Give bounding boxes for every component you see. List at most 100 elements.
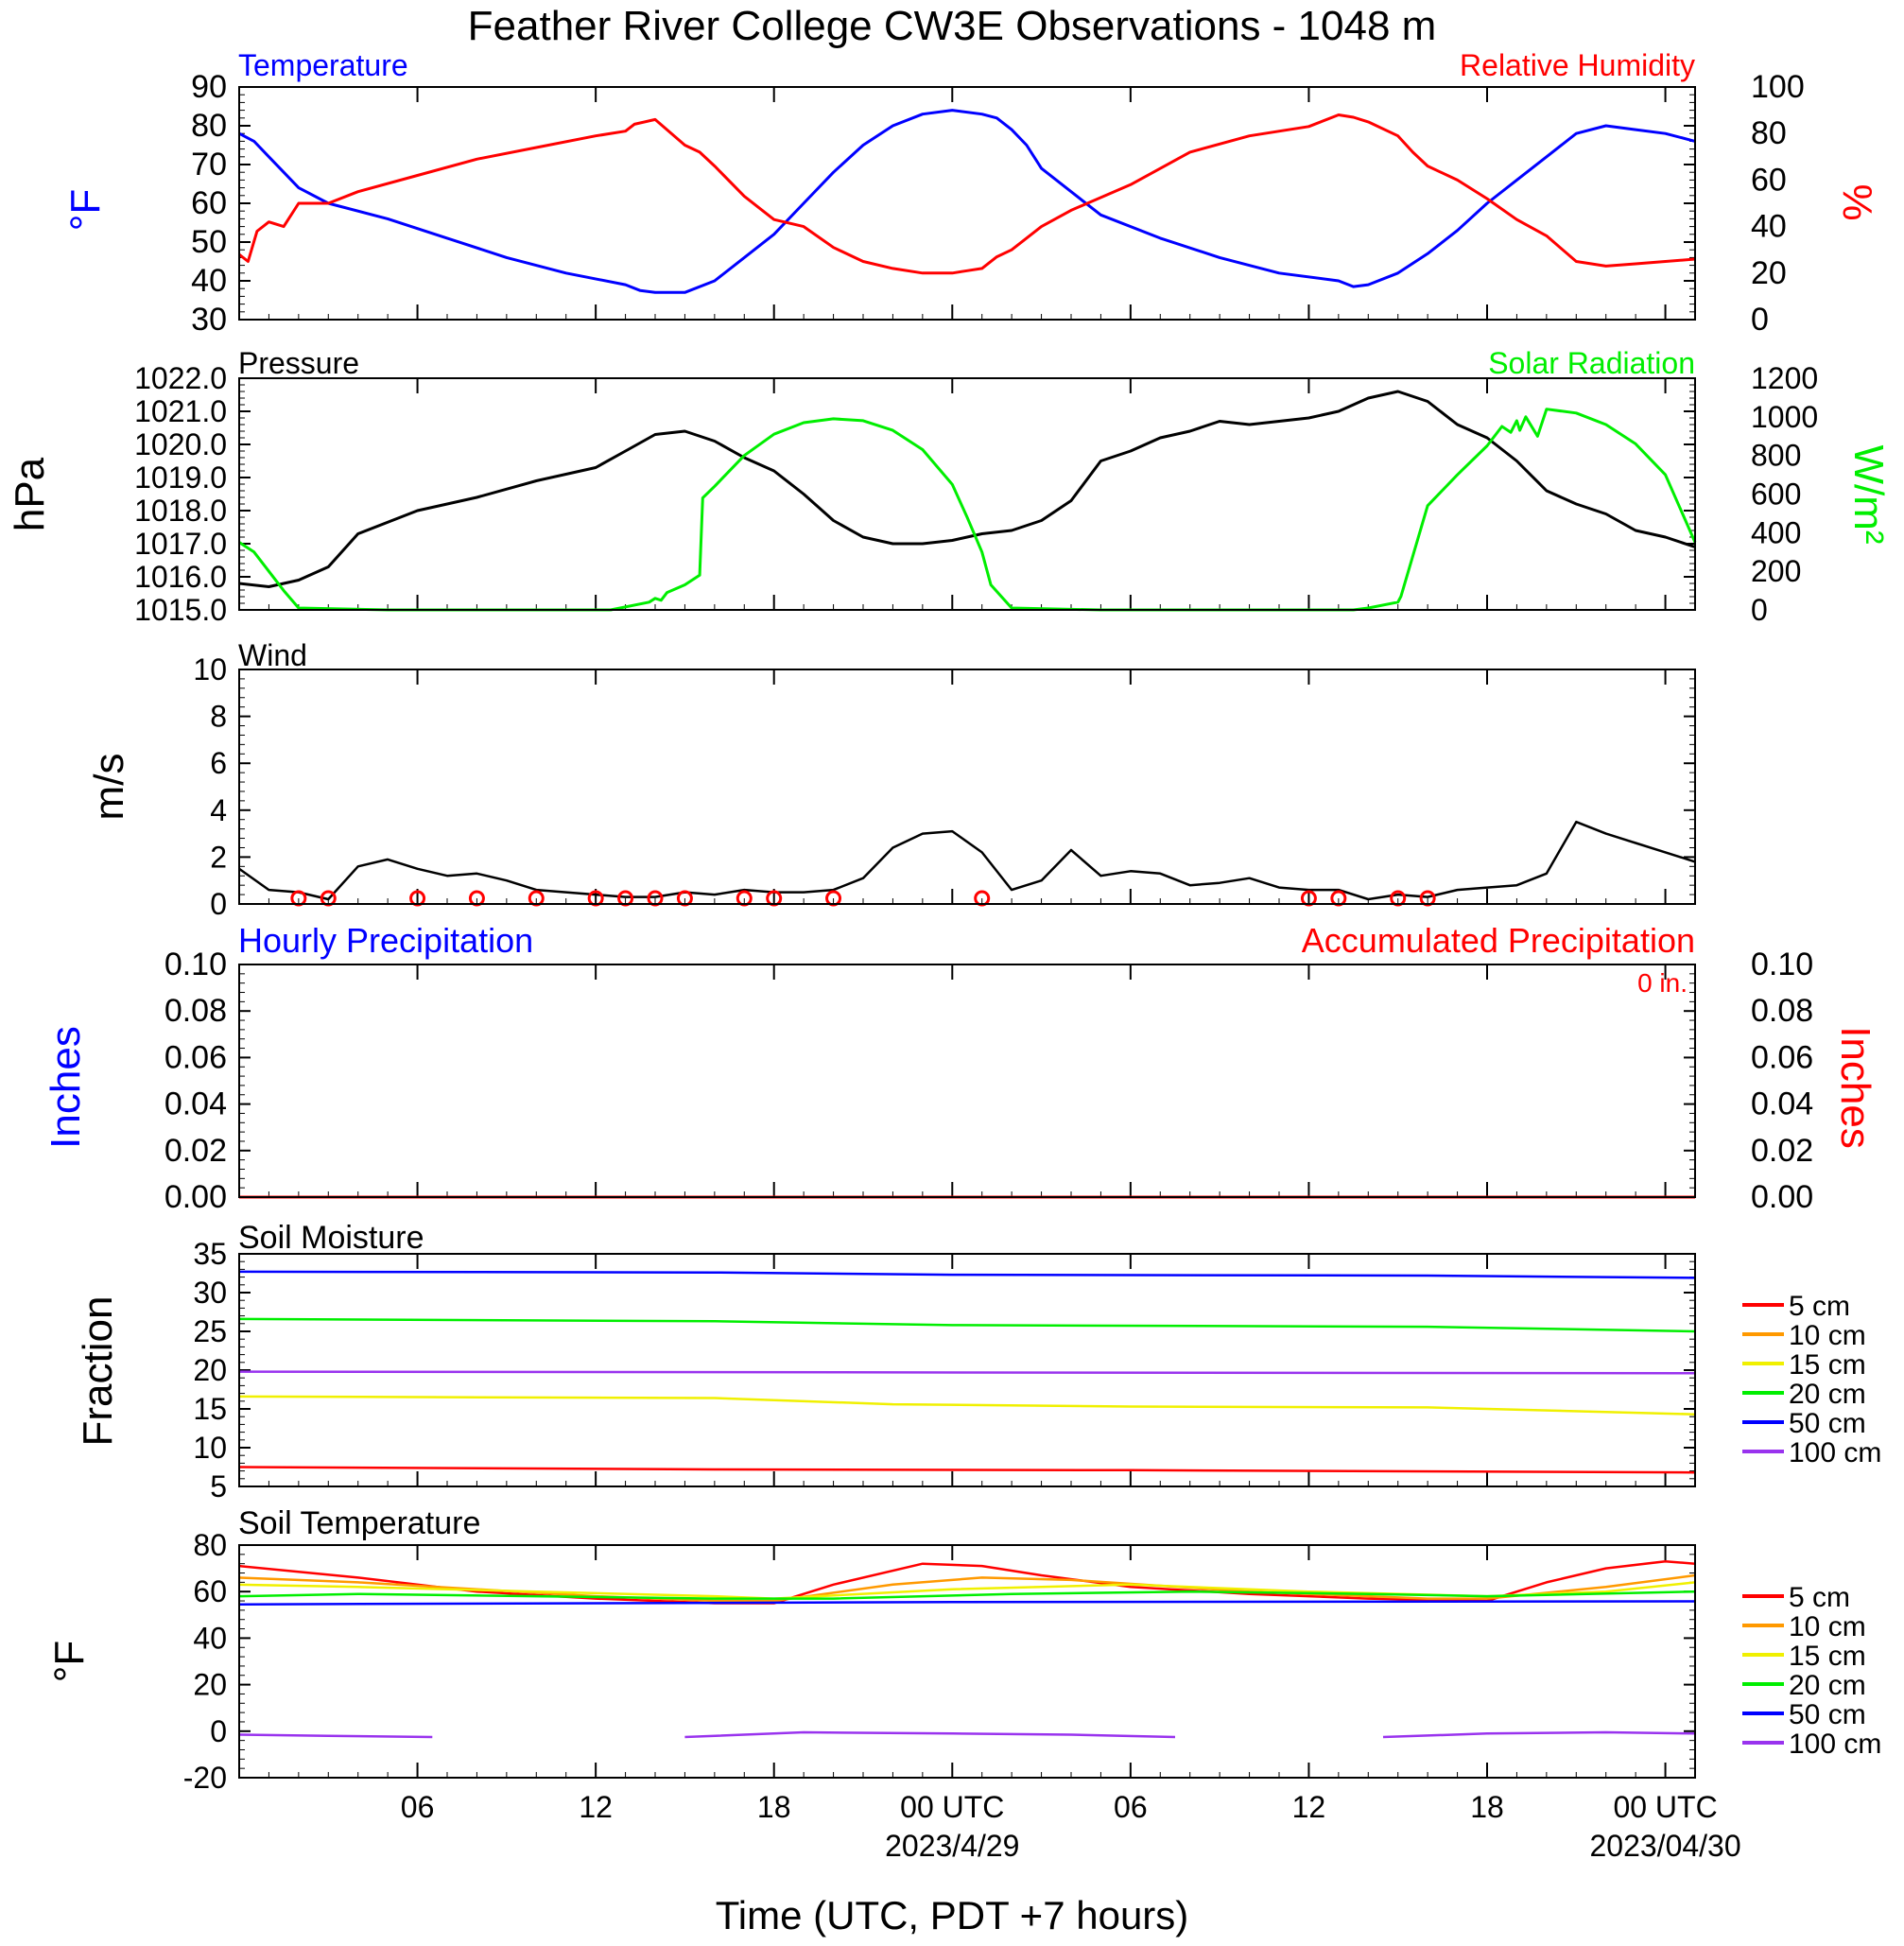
panel-soil-moisture: Soil Moisture Fraction 35 30 25 20 15 10 5 5 c… — [75, 1220, 1881, 1503]
panel4-axis-ticks: 0.10 0.08 0.06 0.04 0.02 0.00 0.10 0.08 0.06 0.04… — [164, 947, 1813, 1215]
legend-label: 100 cm — [1789, 1437, 1881, 1468]
x-tick-label: 06 — [1114, 1790, 1148, 1824]
series-line-wind — [238, 820, 1696, 901]
series-line-temperature — [238, 109, 1696, 294]
x-tick-label: 18 — [757, 1790, 791, 1824]
y2-tick-label: 40 — [1751, 209, 1787, 245]
series-line-100-cm — [238, 1370, 1696, 1375]
y-tick-label: 90 — [191, 69, 227, 105]
panel3-frame — [238, 669, 1696, 905]
accum-precip-unit: Inches — [1832, 1026, 1878, 1149]
y2-tick-label: 600 — [1751, 478, 1801, 512]
legend-label: 50 cm — [1789, 1699, 1866, 1730]
series-line-solar-radiation — [238, 408, 1697, 612]
y-tick-label: 1015.0 — [134, 593, 227, 627]
y-tick-label: 10 — [193, 1431, 227, 1465]
series-line-100-cm — [238, 1733, 433, 1739]
legend-label: 100 cm — [1789, 1729, 1881, 1760]
panel6-axis-ticks: 80 60 40 20 0 -20 — [183, 1528, 1695, 1795]
y-tick-label: 0.02 — [164, 1133, 227, 1169]
accum-precip-title: Accumulated Precipitation — [1302, 921, 1695, 960]
y-tick-label: 20 — [193, 1353, 227, 1387]
y-tick-label: 0 — [210, 887, 227, 921]
y-tick-label: 8 — [210, 700, 227, 734]
y2-tick-label: 0.00 — [1751, 1179, 1813, 1215]
x-tick-label: 06 — [401, 1790, 435, 1824]
wind-unit: m/s — [86, 754, 132, 821]
y2-tick-label: 0.10 — [1751, 947, 1813, 982]
legend-label: 5 cm — [1789, 1291, 1850, 1322]
series-line-100-cm — [1382, 1730, 1696, 1739]
panel-wind: Wind m/s 10 8 6 4 2 0 — [86, 638, 1696, 921]
accum-precip-total: 0 in. — [1637, 968, 1688, 998]
y-tick-label: 5 — [210, 1469, 227, 1503]
y-tick-label: 6 — [210, 746, 227, 780]
y-tick-label: 1019.0 — [134, 460, 227, 495]
x-tick-label: 00 UTC — [900, 1790, 1004, 1824]
y2-tick-label: 0.06 — [1751, 1039, 1813, 1075]
humidity-title: Relative Humidity — [1460, 48, 1695, 82]
y-tick-label: 80 — [191, 108, 227, 144]
y-tick-label: 1020.0 — [134, 427, 227, 461]
y2-tick-label: 1000 — [1751, 400, 1818, 434]
panel5-series — [238, 1270, 1696, 1474]
series-line-20-cm — [238, 1317, 1696, 1333]
y-tick-label: 50 — [191, 224, 227, 260]
panel1-series — [238, 109, 1696, 294]
y-tick-label: 30 — [191, 302, 227, 338]
panel1-frame — [238, 86, 1696, 321]
y-tick-label: 25 — [193, 1314, 227, 1348]
y-tick-label: 60 — [191, 185, 227, 221]
series-line-50-cm — [238, 1270, 1696, 1279]
panel-temperature-humidity: Temperature Relative Humidity °F % 90807… — [62, 48, 1880, 338]
panel6-frame — [238, 1544, 1696, 1779]
y2-tick-label: 100 — [1751, 69, 1805, 105]
y-tick-label: 0.04 — [164, 1086, 227, 1122]
y-tick-label: 4 — [210, 793, 227, 827]
y-tick-label: 1021.0 — [134, 394, 227, 428]
pressure-title: Pressure — [238, 346, 359, 380]
y2-tick-label: 60 — [1751, 162, 1787, 198]
legend-label: 15 cm — [1789, 1349, 1866, 1381]
series-line-15-cm — [238, 1395, 1696, 1416]
y-tick-label: -20 — [183, 1761, 227, 1795]
solar-title: Solar Radiation — [1488, 346, 1695, 380]
x-axis-label: Time (UTC, PDT +7 hours) — [716, 1893, 1189, 1937]
soil-moisture-unit: Fraction — [75, 1296, 121, 1447]
wind-title: Wind — [238, 638, 307, 672]
y-tick-label: 10 — [193, 652, 227, 686]
x-date-label: 2023/04/30 — [1589, 1829, 1740, 1863]
temperature-title: Temperature — [238, 48, 408, 82]
x-tick-label: 12 — [1292, 1790, 1326, 1824]
y2-tick-label: 0 — [1751, 593, 1768, 627]
series-line-pressure — [238, 390, 1696, 588]
panel4-frame — [238, 964, 1696, 1198]
soil-temp-title: Soil Temperature — [238, 1505, 480, 1541]
y-tick-label: 60 — [193, 1574, 227, 1608]
y-tick-label: 80 — [193, 1528, 227, 1562]
temperature-unit: °F — [62, 189, 109, 231]
y-tick-label: 40 — [191, 263, 227, 299]
y2-tick-label: 400 — [1751, 515, 1801, 549]
y-tick-label: 35 — [193, 1237, 227, 1271]
y-tick-label: 20 — [193, 1668, 227, 1702]
panel2-frame — [238, 377, 1696, 611]
y-tick-label: 1016.0 — [134, 560, 227, 594]
x-date-label: 2023/4/29 — [885, 1829, 1019, 1863]
panel-pressure-solar: Pressure Solar Radiation hPa W/m² 1022.0… — [7, 346, 1892, 627]
hourly-precip-unit: Inches — [43, 1026, 89, 1149]
legend-label: 10 cm — [1789, 1611, 1866, 1642]
y2-tick-label: 0.02 — [1751, 1133, 1813, 1169]
pressure-unit: hPa — [7, 457, 53, 531]
legend-label: 15 cm — [1789, 1641, 1866, 1672]
legend-label: 20 cm — [1789, 1670, 1866, 1701]
y-tick-label: 40 — [193, 1621, 227, 1655]
legend-label: 20 cm — [1789, 1379, 1866, 1410]
series-line-50-cm — [238, 1600, 1696, 1606]
x-tick-label: 00 UTC — [1613, 1790, 1717, 1824]
soil-moisture-title: Soil Moisture — [238, 1220, 424, 1256]
